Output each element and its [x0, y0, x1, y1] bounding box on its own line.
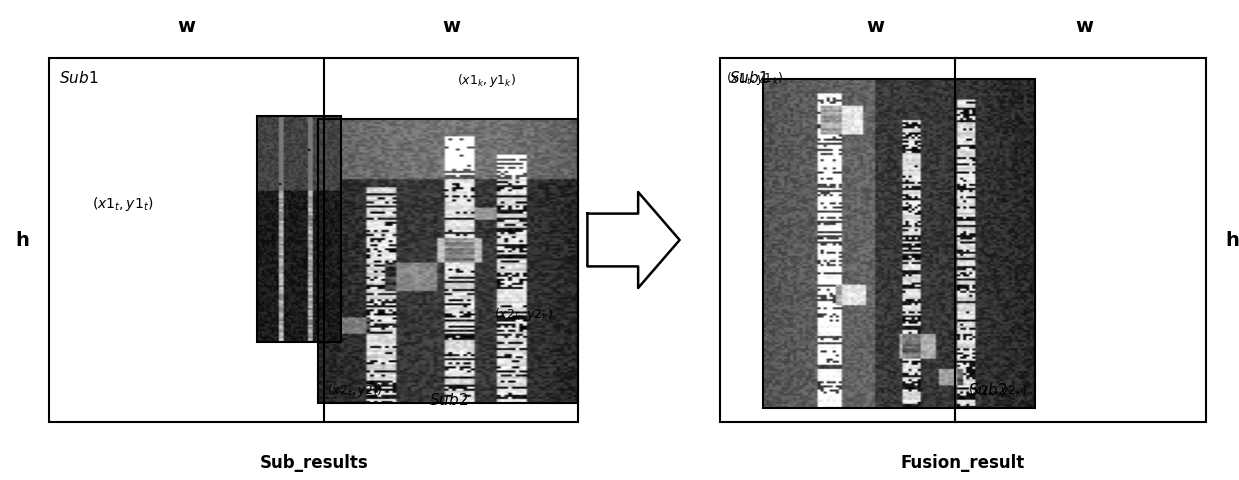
Text: w: w	[1075, 17, 1093, 36]
Text: $(x1_k,y1_k)$: $(x1_k,y1_k)$	[456, 72, 515, 89]
Text: $(x2_t,y2_t)$: $(x2_t,y2_t)$	[327, 383, 383, 399]
Text: $(x1_t,y1_t)$: $(x1_t,y1_t)$	[92, 194, 152, 213]
Text: $\mathit{Sub2}$: $\mathit{Sub2}$	[429, 392, 468, 408]
Bar	[318, 119, 579, 403]
Text: $\mathit{Sub1}$: $\mathit{Sub1}$	[59, 70, 98, 85]
Text: $\mathit{Sub2}$: $\mathit{Sub2}$	[968, 382, 1007, 397]
Text: $(x2_k,y2_k)$: $(x2_k,y2_k)$	[493, 306, 553, 323]
Bar	[256, 116, 341, 342]
Text: $(x2_k,y2_k)$: $(x2_k,y2_k)$	[968, 383, 1026, 399]
Text: $(x1_t,y1_k)$: $(x1_t,y1_k)$	[726, 70, 783, 86]
Text: h: h	[15, 230, 28, 250]
Text: w: w	[442, 17, 460, 36]
Text: Sub_results: Sub_results	[259, 454, 368, 471]
Bar	[50, 58, 579, 422]
Bar	[720, 58, 1206, 422]
Polygon shape	[587, 192, 680, 288]
Bar	[763, 80, 1036, 408]
Text: Fusion_result: Fusion_result	[901, 454, 1025, 471]
Text: h: h	[1225, 230, 1239, 250]
Text: $\mathit{Sub1}$: $\mathit{Sub1}$	[730, 70, 768, 85]
Text: w: w	[866, 17, 885, 36]
Text: w: w	[177, 17, 196, 36]
